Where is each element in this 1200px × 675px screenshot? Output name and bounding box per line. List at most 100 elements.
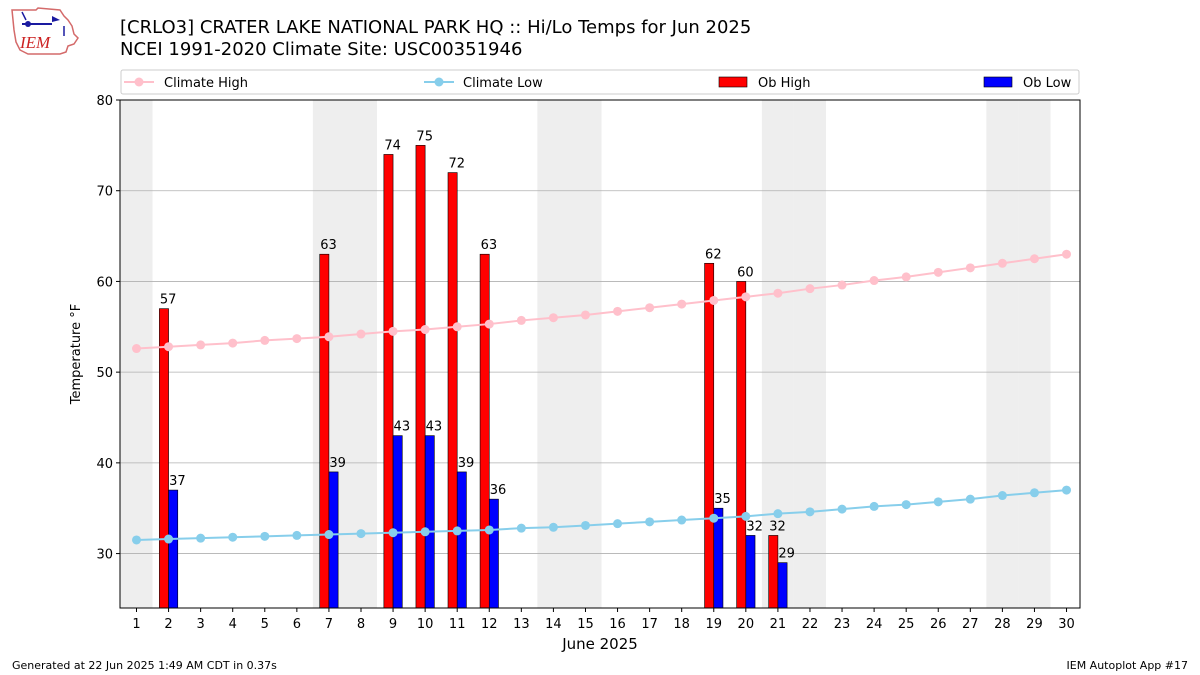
weekend-band-22	[793, 100, 827, 608]
climate-low-point-16	[613, 519, 623, 529]
climate-high-point-11	[452, 322, 462, 332]
ob-high-bar-9	[383, 154, 394, 609]
xtick-label-15: 15	[577, 617, 594, 632]
xtick-label-29: 29	[1026, 617, 1043, 632]
ob-high-label-9: 74	[384, 138, 401, 153]
climate-low-point-5	[260, 531, 270, 541]
legend-climate-low-label: Climate Low	[463, 76, 543, 91]
xtick-label-13: 13	[513, 617, 530, 632]
climate-high-point-12	[484, 319, 494, 329]
climate-high-point-22	[805, 284, 815, 294]
ob-low-bar-9	[392, 435, 403, 609]
climate-low-point-21	[773, 509, 783, 519]
climate-low-point-10	[420, 527, 430, 537]
ob-high-label-10: 75	[416, 129, 433, 144]
climate-high-point-13	[516, 315, 526, 325]
ob-low-bar-11	[456, 471, 467, 609]
legend-climate-low-marker	[434, 77, 444, 87]
climate-high-point-5	[260, 335, 270, 345]
xtick-label-5: 5	[261, 617, 269, 632]
climate-high-point-4	[228, 338, 238, 348]
climate-high-point-8	[356, 329, 366, 339]
ob-high-bar-21	[768, 535, 779, 609]
climate-high-point-3	[196, 340, 206, 350]
ob-high-label-12: 63	[481, 238, 498, 253]
xtick-label-26: 26	[930, 617, 947, 632]
climate-high-line	[136, 253, 1067, 350]
climate-high-point-15	[580, 310, 590, 320]
climate-high-point-23	[837, 280, 847, 290]
climate-high-point-25	[901, 272, 911, 282]
climate-high-point-14	[548, 313, 558, 323]
climate-low-point-24	[869, 501, 879, 511]
ob-high-label-19: 62	[705, 247, 722, 262]
climate-high-point-16	[613, 306, 623, 316]
climate-high-point-10	[420, 325, 430, 335]
climate-low-point-25	[901, 500, 911, 510]
climate-high-point-26	[933, 267, 943, 277]
climate-low-point-14	[548, 522, 558, 532]
weekend-band-28	[986, 100, 1019, 608]
xtick-label-20: 20	[738, 617, 755, 632]
xtick-label-28: 28	[994, 617, 1011, 632]
climate-low-point-28	[997, 491, 1007, 501]
climate-high-point-28	[997, 258, 1007, 268]
ob-low-bar-10	[424, 435, 435, 609]
climate-low-point-6	[292, 530, 302, 540]
climate-high-point-20	[741, 292, 751, 302]
xtick-label-1: 1	[132, 617, 140, 632]
xtick-label-9: 9	[389, 617, 397, 632]
xtick-label-14: 14	[545, 617, 562, 632]
weekend-band-14	[537, 100, 570, 608]
weekend-band-8	[344, 100, 378, 608]
climate-high-point-6	[292, 334, 302, 344]
climate-low-point-8	[356, 529, 366, 539]
ob-low-label-20: 32	[746, 519, 763, 534]
climate-low-point-26	[933, 497, 943, 507]
ob-high-label-21: 32	[769, 519, 786, 534]
xtick-label-22: 22	[802, 617, 819, 632]
chart-title: [CRLO3] CRATER LAKE NATIONAL PARK HQ :: …	[120, 17, 752, 38]
climate-low-point-3	[196, 533, 206, 543]
ob-high-label-7: 63	[320, 238, 337, 253]
ob-high-bar-20	[736, 281, 747, 609]
climate-high-point-18	[677, 299, 687, 309]
climate-high-point-21	[773, 288, 783, 298]
climate-low-point-4	[228, 532, 238, 542]
climate-low-point-1	[132, 535, 141, 545]
legend-ob-high-swatch	[718, 76, 748, 88]
ob-low-bar-2	[168, 489, 179, 609]
ob-high-label-2: 57	[160, 293, 177, 308]
ob-high-bar-2	[159, 308, 169, 609]
climate-low-point-7	[324, 530, 334, 540]
ob-low-bar-7	[328, 471, 339, 609]
climate-high-point-9	[388, 326, 398, 336]
ytick-label-80: 80	[96, 94, 113, 109]
xtick-label-23: 23	[834, 617, 851, 632]
ob-low-label-10: 43	[426, 420, 443, 435]
climate-low-point-22	[805, 507, 815, 517]
ytick-label-70: 70	[96, 185, 113, 200]
ob-high-bar-10	[415, 145, 426, 609]
ytick-label-30: 30	[96, 548, 113, 563]
xtick-label-8: 8	[357, 617, 365, 632]
climate-low-point-27	[965, 494, 975, 504]
climate-low-point-20	[741, 511, 751, 521]
climate-low-point-12	[484, 525, 494, 535]
ob-low-bar-19	[713, 507, 724, 609]
iem-logo: IEM	[11, 7, 79, 55]
weekend-band-15	[569, 100, 602, 608]
ob-low-bar-20	[745, 535, 756, 609]
xtick-label-2: 2	[164, 617, 172, 632]
ob-low-label-11: 39	[458, 456, 475, 471]
legend-ob-low-swatch	[983, 76, 1013, 88]
xtick-label-19: 19	[705, 617, 722, 632]
legend-climate-high-marker	[134, 77, 144, 87]
climate-high-point-2	[164, 342, 174, 352]
climate-low-point-9	[388, 528, 398, 538]
app-footer: IEM Autoplot App #17	[1066, 659, 1189, 672]
xtick-label-4: 4	[229, 617, 237, 632]
climate-low-point-29	[1029, 488, 1039, 498]
climate-high-point-24	[869, 276, 879, 286]
xtick-label-3: 3	[196, 617, 204, 632]
